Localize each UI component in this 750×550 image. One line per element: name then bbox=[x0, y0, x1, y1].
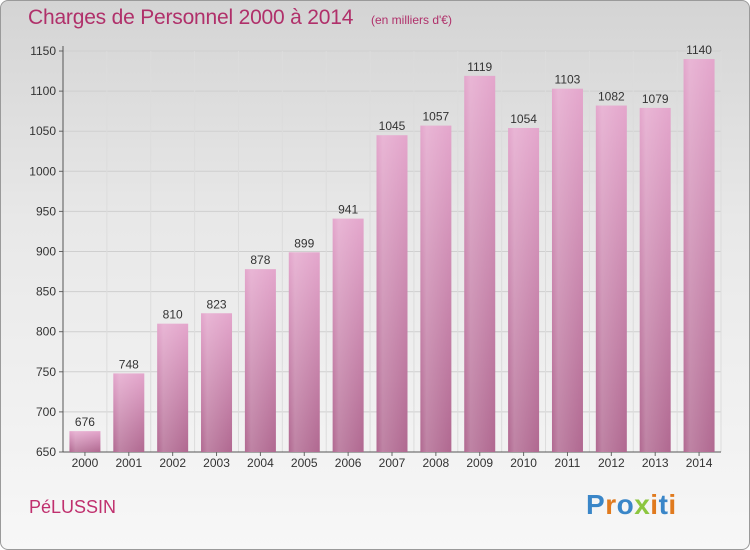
bars bbox=[69, 59, 715, 453]
x-tick-label-2013: 2013 bbox=[642, 456, 669, 470]
y-tick-label: 700 bbox=[36, 405, 56, 419]
value-label-2013: 1079 bbox=[642, 92, 669, 106]
value-label-2008: 1057 bbox=[423, 110, 450, 124]
logo-letter: P bbox=[586, 489, 606, 520]
value-label-2002: 810 bbox=[163, 308, 183, 322]
bar-shine-2013 bbox=[639, 107, 671, 452]
bar-shine-2012 bbox=[595, 105, 627, 452]
value-label-2014: 1140 bbox=[686, 43, 712, 57]
x-tick-label-2003: 2003 bbox=[203, 456, 230, 470]
x-tick-label-2000: 2000 bbox=[72, 456, 99, 470]
y-tick-label: 950 bbox=[36, 204, 56, 218]
bar-shine-2006 bbox=[332, 218, 364, 452]
x-tick-label-2010: 2010 bbox=[510, 456, 537, 470]
y-tick-label: 1000 bbox=[29, 164, 56, 178]
y-tick-label: 650 bbox=[36, 445, 56, 459]
x-tick-label-2011: 2011 bbox=[555, 456, 581, 470]
value-label-2012: 1082 bbox=[598, 90, 625, 104]
value-label-2000: 676 bbox=[75, 415, 95, 429]
y-tick-label: 850 bbox=[36, 285, 56, 299]
x-tick-label-2006: 2006 bbox=[335, 456, 362, 470]
y-tick-label: 750 bbox=[36, 365, 56, 379]
proxiti-logo[interactable]: Proxiti bbox=[586, 489, 677, 521]
bar-shine-2014 bbox=[683, 59, 715, 453]
x-tick-label-2002: 2002 bbox=[159, 456, 186, 470]
bar-shine-2003 bbox=[201, 313, 233, 452]
value-label-2005: 899 bbox=[294, 236, 314, 250]
bar-shine-2005 bbox=[288, 252, 320, 452]
chart-subtitle: (en milliers d'€) bbox=[371, 13, 452, 27]
bar-shine-2004 bbox=[244, 269, 276, 452]
value-label-2004: 878 bbox=[250, 253, 270, 267]
bar-shine-2001 bbox=[113, 373, 145, 452]
x-tick-label-2009: 2009 bbox=[466, 456, 493, 470]
y-tick-label: 800 bbox=[36, 325, 56, 339]
y-tick-label: 1100 bbox=[30, 84, 56, 98]
x-tick-label-2004: 2004 bbox=[247, 456, 274, 470]
bar-shine-2007 bbox=[376, 135, 408, 452]
bar-shine-2011 bbox=[551, 88, 583, 452]
value-label-2006: 941 bbox=[338, 203, 358, 217]
logo-letter: t bbox=[658, 489, 669, 520]
logo-letter: i bbox=[650, 489, 659, 520]
value-label-2001: 748 bbox=[119, 357, 139, 371]
bar-shine-2010 bbox=[508, 127, 540, 452]
value-label-2007: 1045 bbox=[379, 119, 406, 133]
x-tick-label-2008: 2008 bbox=[423, 456, 450, 470]
x-tick-label-2007: 2007 bbox=[379, 456, 406, 470]
x-tick-label-2001: 2001 bbox=[115, 456, 142, 470]
bar-shine-2000 bbox=[69, 431, 101, 452]
y-tick-label: 1050 bbox=[29, 124, 56, 138]
bar-shine-2008 bbox=[420, 125, 452, 452]
value-label-2010: 1054 bbox=[510, 112, 537, 126]
bar-shine-2002 bbox=[157, 323, 189, 452]
value-label-2003: 823 bbox=[207, 297, 227, 311]
commune-name: PéLUSSIN bbox=[29, 497, 117, 517]
x-tick-label-2012: 2012 bbox=[598, 456, 625, 470]
logo-letter: i bbox=[668, 489, 677, 520]
labels: 650 700 750 800 850 900 950 1000 1050 1100 1150 676… bbox=[29, 43, 712, 470]
chart-title: Charges de Personnel 2000 à 2014 bbox=[28, 6, 354, 29]
y-tick-label: 1150 bbox=[30, 44, 56, 58]
value-label-2011: 1103 bbox=[555, 73, 581, 87]
logo-letter: o bbox=[616, 489, 635, 520]
value-label-2009: 1119 bbox=[467, 60, 492, 74]
x-tick-label-2014: 2014 bbox=[686, 456, 713, 470]
bar-shine-2009 bbox=[464, 75, 496, 452]
logo-letter: r bbox=[605, 489, 617, 520]
x-tick-label-2005: 2005 bbox=[291, 456, 318, 470]
y-tick-label: 900 bbox=[36, 245, 56, 259]
logo-letter: x bbox=[634, 489, 651, 520]
